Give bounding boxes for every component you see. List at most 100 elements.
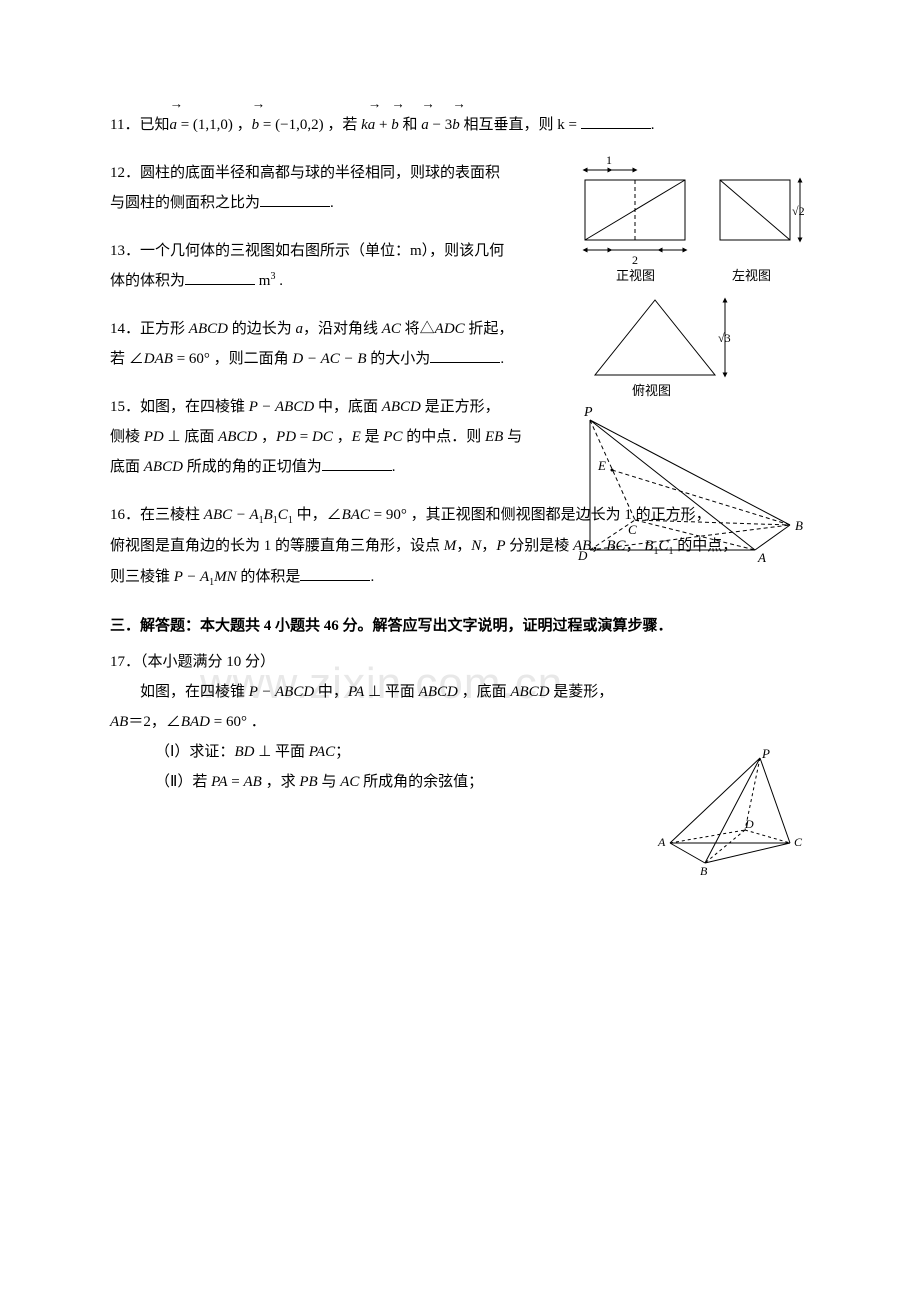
q16-l2a: 俯视图是直角边的长为 1 的等腰直角三角形，设点 <box>110 538 444 554</box>
q17-num: 17． <box>110 654 140 670</box>
q16-abc: ABC − A <box>204 507 259 523</box>
q17-l2a: AB <box>110 714 128 730</box>
q17-l1c: ⊥ 平面 <box>364 684 418 700</box>
q16-l1c: = 90° ，其正视图和侧视图都是边长为 1 的正方形， <box>370 507 711 523</box>
q16-pa1b: MN <box>214 569 237 585</box>
q15-eq: = <box>296 429 312 445</box>
q15-eb: EB <box>485 429 503 445</box>
q14-l2c: 的大小为 <box>367 351 431 367</box>
q14-end: . <box>500 351 504 367</box>
q17-ab2: AB <box>244 774 262 790</box>
q15-l3b: 所成的角的正切值为 <box>183 459 322 475</box>
q14-l1b: 的边长为 <box>228 321 296 337</box>
q16-c2: ， <box>481 538 496 554</box>
q16-b: B <box>264 507 273 523</box>
q17-p1a: （Ⅰ）求证： <box>155 744 234 760</box>
q11-plus: + <box>375 117 391 133</box>
q13-l2: 体的体积为 <box>110 273 185 289</box>
q11-vec-a3: a <box>421 117 429 133</box>
q14-blank <box>430 349 500 364</box>
q11-pre: 已知 <box>139 117 169 133</box>
q17-pac: PAC <box>309 744 335 760</box>
q14-adc: ADC <box>435 321 465 337</box>
q17-A: A <box>657 835 666 849</box>
q15-l2e: 是 <box>361 429 384 445</box>
q14-l1d: 将△ <box>401 321 435 337</box>
q12-num: 12． <box>110 165 140 181</box>
q15-num: 15． <box>110 399 140 415</box>
q14-ac: AC <box>382 321 401 337</box>
q15-abcd2: ABCD <box>218 429 257 445</box>
q12-l1: 圆柱的底面半径和高都与球的半径相同，则球的表面积 <box>140 165 500 181</box>
q17-l2b: ＝2，∠ <box>128 714 181 730</box>
q17-abcd: ABCD <box>419 684 458 700</box>
q17-D: D <box>744 817 754 831</box>
section-3-header: 三．解答题：本大题共 4 小题共 46 分。解答应写出文字说明，证明过程或演算步… <box>110 611 810 641</box>
q16-pa1a: P − A <box>174 569 209 585</box>
q16-l1b: 中，∠ <box>293 507 342 523</box>
q16-blank <box>300 567 370 582</box>
q13-end: . <box>275 273 283 289</box>
q15-l3a: 底面 <box>110 459 144 475</box>
q16-l3b: 的体积是 <box>237 569 301 585</box>
q15-blank <box>322 457 392 472</box>
q16-c4: ， <box>626 538 641 554</box>
q16-num: 16． <box>110 507 140 523</box>
q12-end: . <box>330 195 334 211</box>
q14-dab: DAB <box>144 351 173 367</box>
q17-C: C <box>794 835 803 849</box>
q16-bac: BAC <box>342 507 370 523</box>
q16-end: . <box>370 569 374 585</box>
q12-blank <box>260 193 330 208</box>
q17-l1b: 中， <box>314 684 348 700</box>
q16-n: N <box>471 538 481 554</box>
q15-l2a: 侧棱 <box>110 429 144 445</box>
q16-m: M <box>444 538 457 554</box>
q15-l2g: 与 <box>503 429 522 445</box>
q15-pd: PD <box>144 429 164 445</box>
q16-l1a: 在三棱柱 <box>140 507 204 523</box>
q14-dacb: D − AC − B <box>292 351 366 367</box>
q11-num: 11． <box>110 117 139 133</box>
q14-l2a: 若 ∠ <box>110 351 144 367</box>
q11-minus: − 3 <box>429 117 452 133</box>
q13-unit: m <box>255 273 270 289</box>
q14-a: a <box>295 321 303 337</box>
q17-p1c: ； <box>335 744 350 760</box>
q17-l1e: 是菱形， <box>550 684 614 700</box>
q15-l1c: 是正方形， <box>421 399 500 415</box>
q11-blank <box>581 115 651 130</box>
q15-l2b: ⊥ 底面 <box>164 429 218 445</box>
question-14: 14．正方形 ABCD 的边长为 a，沿对角线 AC 将△ADC 折起， 若 ∠… <box>110 314 540 374</box>
question-16: 16．在三棱柱 ABC − A1B1C1 中，∠BAC = 90° ，其正视图和… <box>110 500 810 593</box>
q17-B: B <box>700 864 708 878</box>
q15-l2c: ， <box>257 429 276 445</box>
q17-pabcd: P − ABCD <box>249 684 314 700</box>
q16-c: C <box>278 507 288 523</box>
q17-p2a: （Ⅱ）若 <box>155 774 211 790</box>
q16-b1c1a: B <box>641 538 654 554</box>
q11-vec-a: a <box>169 117 177 133</box>
q11-k: k <box>361 117 368 133</box>
q16-c1: ， <box>456 538 471 554</box>
q11-vec-a2: a <box>368 117 376 133</box>
q17-p2c: 与 <box>318 774 341 790</box>
q11-vec-b3: b <box>452 117 460 133</box>
q17-p1b: ⊥ 平面 <box>254 744 308 760</box>
q17-pb: PB <box>299 774 317 790</box>
q17-p2b: ，求 <box>262 774 300 790</box>
q16-c3: ， <box>591 538 606 554</box>
q16-b1c1b: C <box>658 538 668 554</box>
q17-head: （本小题满分 10 分） <box>140 654 275 670</box>
q16-l2b: 分别是棱 <box>505 538 573 554</box>
q15-l2d: ， <box>333 429 352 445</box>
q15-l1a: 如图，在四棱锥 <box>140 399 249 415</box>
q14-l1c: ，沿对角线 <box>303 321 382 337</box>
q15-end: . <box>392 459 396 475</box>
q13-blank <box>185 271 255 286</box>
q15-l1b: 中，底面 <box>314 399 382 415</box>
q17-l1a: 如图，在四棱锥 <box>140 684 249 700</box>
q13-l1: 一个几何体的三视图如右图所示（单位：m），则该几何 <box>140 243 504 259</box>
q14-l2b: = 60° ，则二面角 <box>173 351 292 367</box>
question-15: 15．如图，在四棱锥 P − ABCD 中，底面 ABCD 是正方形， 侧棱 P… <box>110 392 540 482</box>
